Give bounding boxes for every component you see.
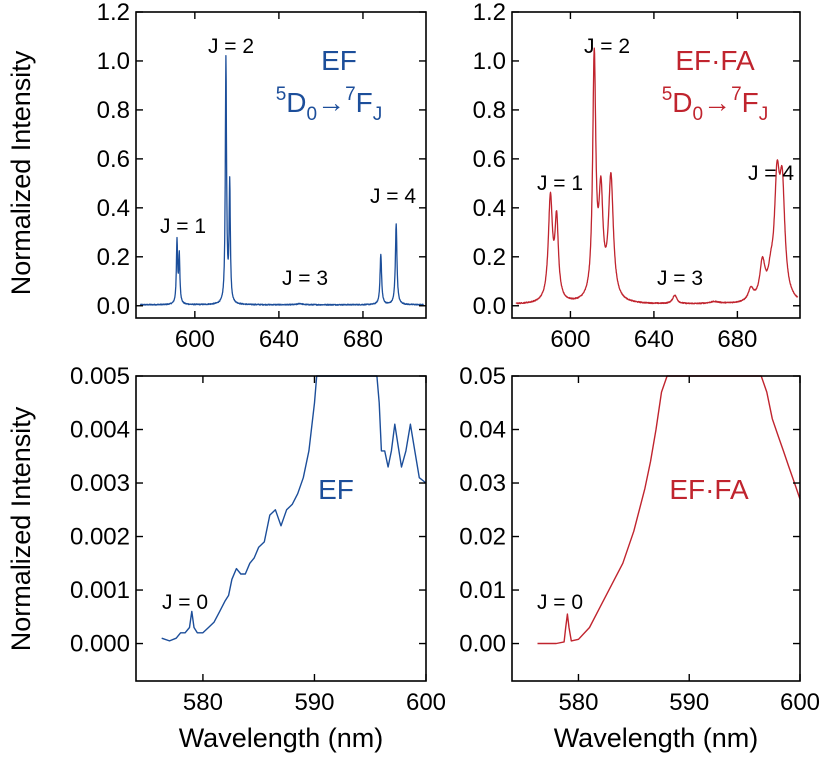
x-tick-label: 640 [634, 326, 674, 353]
ef-full-ticks: 600 640 680 0.0 0.2 0.4 0.6 0.8 1.0 1.2 [97, 0, 426, 353]
y-tick-label: 0.000 [70, 631, 130, 658]
effa-full-transition-arrow: → [703, 87, 731, 118]
ef-full-legend-transition: 5D0→7FJ [276, 84, 383, 125]
y-tick-label: 0.0 [473, 293, 506, 320]
x-tick-label: 680 [717, 326, 757, 353]
ef-full-transition-sub0: 0 [307, 104, 318, 125]
y-tick-label: 0.02 [459, 524, 506, 551]
effa-zoom-ticks: 580 590 600 0.00 0.01 0.02 0.03 0.04 0.05 [459, 363, 820, 716]
y-tick-label: 0.6 [473, 146, 506, 173]
y-tick-label: 1.0 [97, 48, 130, 75]
y-tick-label: 0.04 [459, 417, 506, 444]
ef-full-transition-subj: J [373, 104, 383, 125]
y-tick-label: 0.00 [459, 631, 506, 658]
y-tick-label: 0.004 [70, 417, 130, 444]
ef-zoom-ticks: 580 590 600 0.000 0.001 0.002 0.003 0.004 0.005 [70, 363, 446, 716]
y-tick-label: 0.0 [97, 293, 130, 320]
y-tick-label: 0.03 [459, 470, 506, 497]
ef-full-transition-arrow: → [317, 87, 345, 118]
x-tick-label: 580 [183, 689, 223, 716]
effa-full-transition-d: D [672, 87, 692, 118]
ef-zoom-series-line [161, 375, 427, 642]
effa-full-annotation-j4: J = 4 [748, 162, 794, 185]
y-tick-label: 1.2 [473, 0, 506, 26]
y-axis-title-bottom: Normalized Intensity [6, 406, 36, 651]
panel-ef-zoom: 580 590 6000.0000.0010.0020.0030.0040.005 … [70, 363, 446, 716]
effa-full-annotation-j2: J = 2 [584, 35, 630, 58]
y-tick-label: 0.005 [70, 363, 130, 390]
effa-zoom-annotation-j0: J = 0 [537, 591, 583, 614]
x-tick-label: 680 [343, 326, 383, 353]
x-tick-label: 590 [669, 689, 709, 716]
ef-full-legend-name: EF [321, 45, 357, 76]
effa-full-transition-f: F [742, 87, 759, 118]
y-axis-title-top: Normalized Intensity [6, 50, 36, 295]
ef-full-annotation-j1: J = 1 [160, 215, 206, 238]
x-axis-title-right: Wavelength (nm) [554, 723, 759, 753]
effa-full-series-line [515, 47, 799, 305]
effa-zoom-legend-name: EF·FA [669, 474, 749, 505]
effa-zoom-plot-frame [511, 375, 801, 682]
x-tick-label: 580 [558, 689, 598, 716]
x-tick-label: 600 [175, 326, 215, 353]
effa-full-legend-name: EF·FA [675, 45, 755, 76]
panel-effa-full: 600 640 680 0.0 0.2 0.4 0.6 0.8 1.0 1.2 J = 1 J =… [473, 0, 801, 353]
effa-full-transition-sup7: 7 [731, 84, 742, 105]
y-tick-label: 0.2 [97, 244, 130, 271]
panel-ef-full: 600 640 680 0.0 0.2 0.4 0.6 0.8 1.0 1.2 J = 1 J =… [97, 0, 427, 353]
ef-full-transition-f: F [356, 87, 373, 118]
effa-full-ticks: 600 640 680 0.0 0.2 0.4 0.6 0.8 1.0 1.2 [473, 0, 800, 353]
ef-zoom-plot-frame [135, 375, 427, 682]
y-tick-label: 0.4 [97, 195, 130, 222]
effa-full-transition-sub0: 0 [693, 104, 704, 125]
x-tick-label: 600 [780, 689, 820, 716]
y-tick-label: 0.8 [97, 97, 130, 124]
y-tick-label: 0.01 [459, 577, 506, 604]
ef-zoom-legend-name: EF [318, 474, 354, 505]
ef-full-transition-d: D [286, 87, 306, 118]
y-tick-label: 0.8 [473, 97, 506, 124]
y-tick-label: 1.2 [97, 0, 130, 26]
y-tick-label: 0.002 [70, 524, 130, 551]
y-tick-label: 0.4 [473, 195, 506, 222]
x-tick-label: 640 [259, 326, 299, 353]
y-tick-label: 0.6 [97, 146, 130, 173]
effa-full-annotation-j1: J = 1 [537, 172, 583, 195]
ef-full-annotation-j4: J = 4 [370, 185, 416, 208]
x-tick-label: 600 [550, 326, 590, 353]
effa-zoom-series-line [537, 375, 801, 645]
x-axis-title-left: Wavelength (nm) [179, 723, 384, 753]
x-tick-label: 600 [406, 689, 446, 716]
effa-full-transition-subj: J [759, 104, 769, 125]
ef-full-transition-sup7: 7 [345, 84, 356, 105]
y-tick-label: 0.001 [70, 577, 130, 604]
ef-zoom-annotation-j0: J = 0 [162, 591, 208, 614]
ef-full-annotation-j2: J = 2 [208, 35, 254, 58]
y-tick-label: 0.2 [473, 244, 506, 271]
x-tick-label: 590 [294, 689, 334, 716]
ef-full-annotation-j3: J = 3 [282, 267, 328, 290]
y-tick-label: 0.05 [459, 363, 506, 390]
effa-full-legend-transition: 5D0→7FJ [662, 84, 769, 125]
ef-full-transition-sup5: 5 [276, 84, 287, 105]
effa-full-transition-sup5: 5 [662, 84, 673, 105]
y-tick-label: 0.003 [70, 470, 130, 497]
effa-full-annotation-j3: J = 3 [657, 267, 703, 290]
effa-full-plot-frame [511, 11, 801, 319]
ef-full-series-line [139, 55, 425, 306]
y-tick-label: 1.0 [473, 48, 506, 75]
ef-full-plot-frame [135, 11, 427, 319]
